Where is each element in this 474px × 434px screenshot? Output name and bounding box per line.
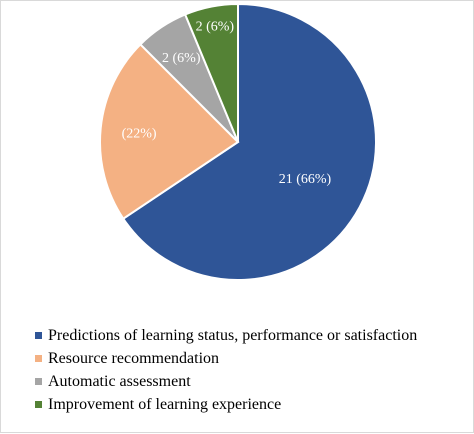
legend-label-0: Predictions of learning status, performa… [48, 326, 418, 344]
legend-swatch-1 [35, 355, 42, 362]
legend-item-2: Automatic assessment [35, 370, 417, 393]
legend-label-2: Automatic assessment [48, 372, 191, 390]
legend-swatch-2 [35, 378, 42, 385]
pie-slices [99, 2, 377, 281]
pie-slice-1 [99, 43, 240, 221]
legend-label-3: Improvement of learning experience [48, 395, 282, 413]
legend-item-0: Predictions of learning status, performa… [35, 324, 417, 347]
legend-item-3: Improvement of learning experience [35, 393, 417, 416]
pie-slice-labels: 21 (66%) (22%) 2 (6%) 2 (6%) [122, 20, 332, 187]
pie-slice-label-1: (22%) [122, 126, 157, 141]
legend-label-1: Resource recommendation [48, 349, 220, 367]
pie-slice-label-3: 2 (6%) [196, 20, 235, 35]
pie-slice-0 [121, 2, 377, 281]
legend-swatch-0 [35, 332, 42, 339]
legend-item-1: Resource recommendation [35, 347, 417, 370]
chart-legend: Predictions of learning status, performa… [35, 324, 417, 416]
pie-slice-3 [183, 2, 239, 143]
pie-slice-label-2: 2 (6%) [162, 51, 201, 66]
legend-swatch-3 [35, 401, 42, 408]
pie-slice-label-0: 21 (66%) [279, 172, 332, 187]
